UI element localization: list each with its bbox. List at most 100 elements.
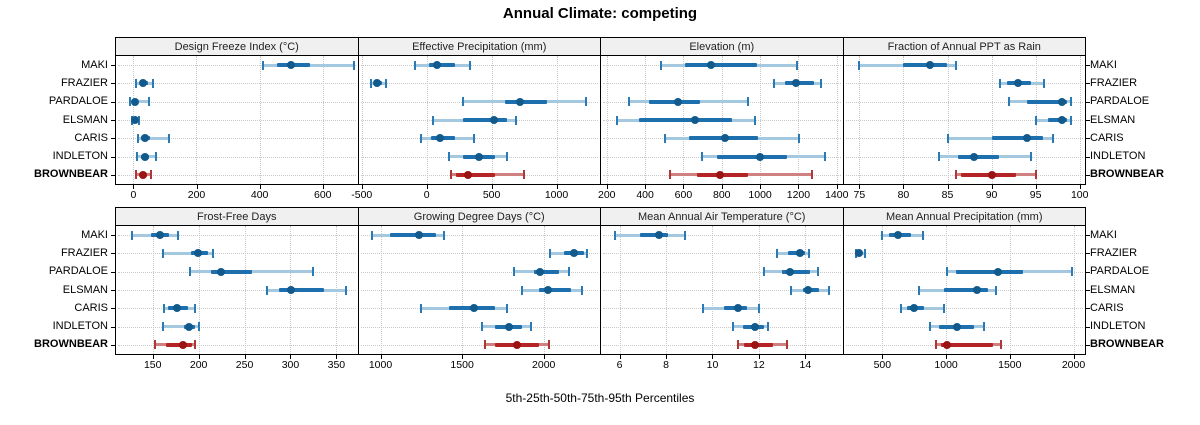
row-tick-right bbox=[1086, 65, 1090, 67]
gridline-horizontal bbox=[360, 235, 598, 237]
whisker-cap-high bbox=[955, 60, 958, 70]
median-dot-maki bbox=[414, 231, 423, 240]
median-dot-maki bbox=[894, 231, 903, 240]
row-tick-left bbox=[111, 271, 115, 273]
row-label-left-frazier: FRAZIER bbox=[60, 246, 108, 259]
gridline-horizontal bbox=[603, 253, 841, 255]
strip-label-elevation-m: Elevation (m) bbox=[689, 40, 755, 53]
panel-frost-free-days bbox=[115, 225, 359, 355]
axis-tick-label: 12 bbox=[753, 359, 765, 371]
axis-tick-label: 85 bbox=[941, 189, 954, 201]
gridline-horizontal bbox=[603, 344, 841, 346]
axis-tick bbox=[946, 355, 948, 359]
whisker-cap-low bbox=[265, 285, 268, 295]
row-label-right-caris: CARIS bbox=[1090, 301, 1124, 314]
row-tick-left bbox=[111, 83, 115, 85]
whisker-cap-high bbox=[384, 78, 387, 88]
axis-tick bbox=[361, 185, 363, 189]
iqr-bar-elsman bbox=[639, 118, 733, 122]
whisker-cap-low bbox=[616, 115, 619, 125]
axis-tick bbox=[760, 185, 762, 189]
whisker-cap-high bbox=[798, 133, 801, 143]
whisker-cap-low bbox=[946, 133, 949, 143]
row-label-left-brownbear: BROWNBEAR bbox=[34, 338, 108, 351]
panel-fraction-of-annual-ppt-as-rain bbox=[842, 55, 1086, 185]
whisker-cap-high bbox=[581, 285, 584, 295]
whisker-cap-high bbox=[138, 115, 141, 125]
axis-tick bbox=[1009, 355, 1011, 359]
axis-tick bbox=[712, 355, 714, 359]
whisker-cap-high bbox=[585, 248, 588, 258]
whisker-cap-low bbox=[858, 60, 861, 70]
whisker-cap-low bbox=[370, 230, 373, 240]
median-dot-frazier bbox=[193, 249, 202, 258]
whisker-cap-low bbox=[613, 230, 616, 240]
median-dot-frazier bbox=[1014, 79, 1022, 88]
iqr-bar-elsman bbox=[1047, 118, 1068, 122]
row-tick-right bbox=[1086, 174, 1090, 176]
strip-label-design-freeze-index-c: Design Freeze Index (°C) bbox=[174, 40, 299, 53]
gridline-horizontal bbox=[845, 253, 1083, 255]
row-label-right-pardaloe: PARDALOE bbox=[1090, 265, 1150, 278]
median-dot-elsman bbox=[489, 116, 498, 124]
whisker-cap-high bbox=[827, 285, 830, 295]
median-dot-indleton bbox=[969, 152, 978, 161]
median-dot-elsman bbox=[973, 286, 982, 294]
axis-tick-label: 0 bbox=[423, 189, 430, 201]
whisker-cap-low bbox=[413, 60, 416, 70]
iqr-bar-pardaloe bbox=[210, 269, 252, 274]
axis-tick bbox=[683, 185, 685, 189]
whisker-cap-low bbox=[918, 285, 921, 295]
whisker-cap-high bbox=[994, 285, 997, 295]
row-tick-right bbox=[1086, 235, 1090, 237]
axis-tick-label: 800 bbox=[712, 189, 731, 201]
iqr-bar-pardaloe bbox=[533, 269, 560, 274]
median-dot-caris bbox=[1022, 134, 1031, 143]
whisker-cap-high bbox=[548, 340, 551, 350]
whisker-cap-high bbox=[212, 248, 215, 258]
whisker-cap-high bbox=[754, 115, 757, 125]
whisker-cap-low bbox=[134, 170, 137, 180]
axis-tick-label: 100 bbox=[1070, 189, 1089, 201]
median-dot-maki bbox=[433, 61, 442, 70]
gridline-horizontal bbox=[118, 83, 356, 85]
whisker-cap-high bbox=[943, 303, 946, 313]
median-dot-caris bbox=[172, 304, 181, 313]
panel-design-freeze-index-c bbox=[115, 55, 359, 185]
whisker-cap-low bbox=[790, 285, 793, 295]
whisker-cap-low bbox=[934, 340, 937, 350]
whisker-cap-high bbox=[515, 115, 518, 125]
axis-tick bbox=[1035, 185, 1037, 189]
whisker-cap-low bbox=[189, 267, 192, 277]
whisker-cap-high bbox=[785, 340, 788, 350]
whisker-cap-high bbox=[473, 133, 476, 143]
whisker-cap-high bbox=[1034, 170, 1037, 180]
axis-tick-label: 300 bbox=[281, 359, 300, 371]
row-label-right-maki: MAKI bbox=[1090, 228, 1117, 241]
axis-tick bbox=[666, 355, 668, 359]
gridline-horizontal bbox=[360, 65, 598, 67]
whisker-cap-high bbox=[197, 322, 200, 332]
iqr-bar-brownbear bbox=[165, 342, 193, 347]
axis-tick-label: 80 bbox=[897, 189, 910, 201]
whisker-cap-low bbox=[520, 285, 523, 295]
whisker-cap-high bbox=[1071, 267, 1074, 277]
row-label-left-caris: CARIS bbox=[74, 131, 108, 144]
panel-mean-annual-precipitation-mm bbox=[842, 225, 1086, 355]
whisker-cap-low bbox=[1008, 97, 1011, 107]
whisker-cap-low bbox=[946, 267, 949, 277]
axis-tick-label: 2000 bbox=[532, 359, 556, 371]
row-tick-right bbox=[1086, 271, 1090, 273]
whisker-cap-low bbox=[419, 133, 422, 143]
whisker-cap-high bbox=[1043, 78, 1046, 88]
whisker-cap-low bbox=[161, 322, 164, 332]
whisker-cap-low bbox=[129, 97, 132, 107]
axis-tick bbox=[152, 355, 154, 359]
gridline-horizontal bbox=[845, 83, 1083, 85]
iqr-bar-maki bbox=[685, 63, 758, 68]
median-dot-caris bbox=[436, 134, 445, 143]
median-dot-frazier bbox=[569, 249, 578, 258]
iqr-bar-pardaloe bbox=[1026, 99, 1068, 104]
strip-label-mean-annual-air-temperature-c: Mean Annual Air Temperature (°C) bbox=[638, 210, 806, 223]
iqr-bar-pardaloe bbox=[956, 269, 1023, 274]
